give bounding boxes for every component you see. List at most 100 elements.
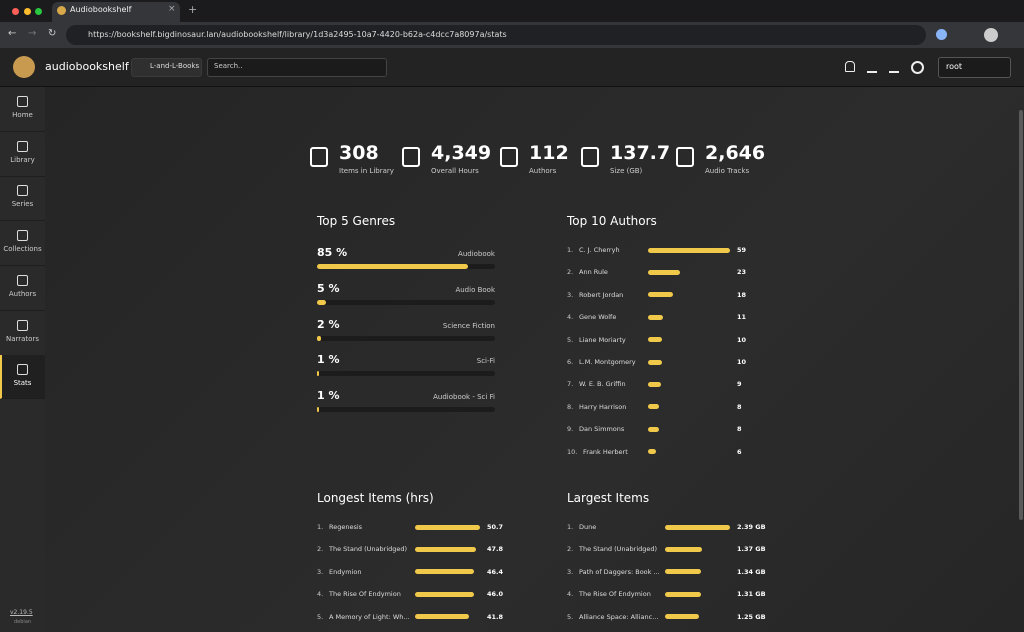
item-value: 11 bbox=[737, 313, 747, 322]
section-title: Top 5 Genres bbox=[317, 214, 396, 228]
item-name: Path of Daggers: Book ... bbox=[579, 567, 660, 576]
platform: debian bbox=[14, 619, 32, 625]
section-title: Longest Items (hrs) bbox=[317, 491, 434, 505]
address-bar[interactable] bbox=[66, 25, 926, 45]
genre-track bbox=[317, 407, 495, 413]
settings-icon[interactable] bbox=[911, 61, 924, 74]
genre-percent: 2 % bbox=[317, 317, 340, 331]
genre-bar bbox=[317, 335, 321, 341]
stat-icon bbox=[676, 147, 694, 167]
library-selector[interactable] bbox=[131, 58, 202, 77]
item-name: C. J. Cherryh bbox=[579, 246, 620, 254]
bar bbox=[648, 404, 660, 410]
bar bbox=[648, 269, 680, 275]
item-name: Dan Simmons bbox=[579, 425, 625, 434]
notifications-icon[interactable] bbox=[845, 61, 855, 72]
genre-percent: 5 % bbox=[317, 281, 340, 295]
rank: 4. bbox=[317, 590, 324, 599]
bar bbox=[415, 546, 477, 552]
bar bbox=[648, 426, 660, 432]
genre-name: Audio Book bbox=[455, 285, 495, 294]
extension-icon[interactable] bbox=[936, 29, 947, 40]
item-value: 8 bbox=[737, 425, 742, 434]
genre-name: Science Fiction bbox=[442, 321, 495, 330]
item-value: 8 bbox=[737, 402, 742, 411]
search-box[interactable] bbox=[207, 58, 387, 77]
item-value: 47.8 bbox=[487, 545, 504, 554]
stat-label: Audio Tracks bbox=[705, 167, 750, 175]
item-value: 59 bbox=[737, 246, 747, 254]
rank: 1. bbox=[567, 246, 574, 254]
stat-icon bbox=[500, 147, 518, 167]
rank: 9. bbox=[567, 425, 574, 434]
tab-strip bbox=[0, 0, 1024, 22]
app-name[interactable]: audiobookshelf bbox=[45, 60, 129, 73]
bar bbox=[648, 449, 657, 455]
sidebar-item[interactable] bbox=[0, 132, 45, 177]
genre-name: Audiobook bbox=[458, 250, 495, 258]
rank: 1. bbox=[567, 523, 574, 531]
bar bbox=[415, 591, 474, 597]
tab[interactable] bbox=[52, 2, 180, 22]
version[interactable]: v2.19.5 bbox=[10, 609, 33, 616]
item-value: 1.37 GB bbox=[737, 545, 766, 554]
tab-icon bbox=[57, 6, 66, 15]
bar bbox=[648, 337, 662, 343]
stat-icon bbox=[310, 147, 328, 167]
rank: 5. bbox=[317, 612, 324, 621]
sidebar-icon bbox=[17, 140, 28, 152]
sidebar-item[interactable] bbox=[0, 87, 45, 132]
minimize-button[interactable] bbox=[24, 8, 31, 15]
genre-track bbox=[317, 335, 495, 341]
sidebar-icon bbox=[17, 319, 28, 331]
item-name: Ann Rule bbox=[579, 268, 608, 277]
genre-bar bbox=[317, 371, 319, 377]
genre-name: Sci-Fi bbox=[476, 357, 495, 366]
profile-button[interactable] bbox=[984, 28, 998, 42]
item-name: Regenesis bbox=[329, 523, 363, 531]
genre-bar bbox=[317, 264, 469, 269]
tab-close[interactable]: × bbox=[168, 4, 176, 14]
logo[interactable] bbox=[13, 56, 35, 78]
reload-button[interactable]: ↻ bbox=[48, 28, 57, 39]
sidebar-label: Stats bbox=[13, 379, 32, 388]
sidebar-label: Library bbox=[10, 155, 35, 164]
search-placeholder: Search.. bbox=[214, 62, 243, 70]
sidebar-item[interactable] bbox=[0, 311, 45, 356]
new-tab[interactable]: + bbox=[188, 3, 198, 16]
bar bbox=[665, 524, 730, 530]
sidebar-item[interactable] bbox=[0, 266, 45, 311]
rank: 10. bbox=[567, 447, 578, 456]
rank: 3. bbox=[317, 567, 324, 576]
bar bbox=[665, 614, 699, 620]
rank: 2. bbox=[567, 268, 574, 277]
close-button[interactable] bbox=[12, 8, 19, 15]
genre-bar bbox=[317, 407, 319, 413]
sidebar-item[interactable] bbox=[0, 176, 45, 222]
stats-icon[interactable] bbox=[867, 61, 877, 73]
stat-icon bbox=[402, 147, 420, 167]
item-value: 41.8 bbox=[487, 612, 504, 621]
bar bbox=[648, 292, 674, 298]
sidebar-item[interactable] bbox=[0, 221, 45, 267]
rank: 2. bbox=[567, 545, 574, 554]
item-value: 46.0 bbox=[487, 590, 504, 599]
forward-button[interactable]: → bbox=[28, 28, 37, 39]
bar bbox=[415, 569, 475, 575]
rank: 7. bbox=[567, 380, 574, 389]
item-value: 2.39 GB bbox=[737, 523, 766, 531]
item-name: Robert Jordan bbox=[579, 290, 624, 299]
scrollbar[interactable] bbox=[1019, 110, 1023, 520]
upload-icon[interactable] bbox=[889, 61, 899, 73]
back-button[interactable]: ← bbox=[8, 28, 17, 39]
stat-value: 2,646 bbox=[705, 142, 766, 164]
url: https://bookshelf.bigdinosaur.lan/audiob… bbox=[88, 30, 507, 39]
user-button[interactable] bbox=[938, 57, 1011, 78]
item-value: 50.7 bbox=[487, 523, 504, 531]
zoom-button[interactable] bbox=[35, 8, 42, 15]
sidebar-label: Authors bbox=[8, 289, 37, 298]
item-name: The Rise Of Endymion bbox=[329, 590, 401, 599]
sidebar-item[interactable] bbox=[0, 355, 45, 400]
sidebar-icon bbox=[17, 96, 28, 107]
item-name: The Stand (Unabridged) bbox=[329, 545, 408, 554]
